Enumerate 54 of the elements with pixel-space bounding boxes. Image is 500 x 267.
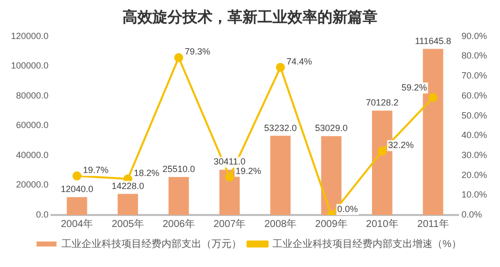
y-tick-label: 100000.0 (10, 60, 49, 71)
bar (270, 136, 291, 215)
data-label: 19.7% (82, 164, 109, 175)
data-label: 0.0% (337, 204, 358, 214)
point (378, 146, 387, 156)
point (428, 93, 438, 102)
y2-tick-label: 10.0% (461, 190, 488, 200)
legend-label: 工业企业科技项目经费内部支出（万元） (62, 238, 242, 250)
data-label: 53029.0 (315, 123, 348, 134)
data-label: 14228.0 (112, 180, 144, 191)
x-tick-label: 2010年 (366, 218, 398, 230)
x-tick-label: 2011年 (417, 218, 449, 230)
y-tick-label: 80000.0 (16, 90, 49, 100)
y-tick-label: 40000.0 (16, 150, 49, 160)
data-label: 12040.0 (60, 184, 94, 194)
point (174, 53, 184, 62)
y2-tick-label: 0.0% (461, 209, 482, 220)
point (276, 62, 285, 72)
y2-tick-label: 60.0% (461, 90, 488, 100)
x-tick-label: 2008年 (264, 218, 297, 230)
y2-tick-label: 90.0% (461, 30, 488, 41)
y2-tick-label: 70.0% (461, 70, 488, 81)
x-tick-label: 2006年 (162, 218, 195, 230)
y2-tick-label: 80.0% (461, 50, 488, 61)
x-tick-label: 2005年 (112, 218, 144, 230)
data-label: 74.4% (286, 56, 312, 66)
y2-tick-label: 40.0% (461, 130, 488, 140)
x-tick-label: 2009年 (315, 218, 348, 230)
chart-title: 高效旋分技术，革新工业效率的新篇章 (122, 8, 378, 28)
y2-tick-label: 30.0% (461, 150, 488, 160)
y-tick-label: 120000.0 (10, 30, 49, 41)
data-label: 70128.2 (366, 98, 398, 108)
bar (118, 194, 138, 215)
y-tick-label: 60000.0 (16, 120, 49, 130)
x-tick-label: 2007年 (213, 218, 246, 230)
data-label: 79.3% (184, 46, 210, 57)
data-label: 53232.0 (264, 122, 297, 133)
data-label: 32.2% (388, 140, 414, 150)
data-label: 19.2% (236, 166, 262, 176)
bar (168, 177, 189, 215)
data-label: 25510.0 (162, 164, 195, 174)
y-tick-label: 0.0 (36, 209, 49, 220)
y2-tick-label: 20.0% (461, 170, 488, 180)
y2-tick-label: 50.0% (461, 110, 488, 120)
x-tick-label: 2004年 (60, 218, 94, 230)
data-label: 18.2% (134, 168, 160, 178)
point (225, 172, 234, 182)
legend-label: 工业企业科技项目经费内部支出增速（%） (272, 238, 462, 250)
data-label: 111645.8 (414, 36, 452, 46)
point (72, 171, 82, 180)
data-label: 59.2% (402, 82, 428, 93)
data-label: 30411.0 (214, 156, 246, 167)
y-tick-label: 20000.0 (16, 180, 49, 190)
bar (66, 197, 88, 215)
